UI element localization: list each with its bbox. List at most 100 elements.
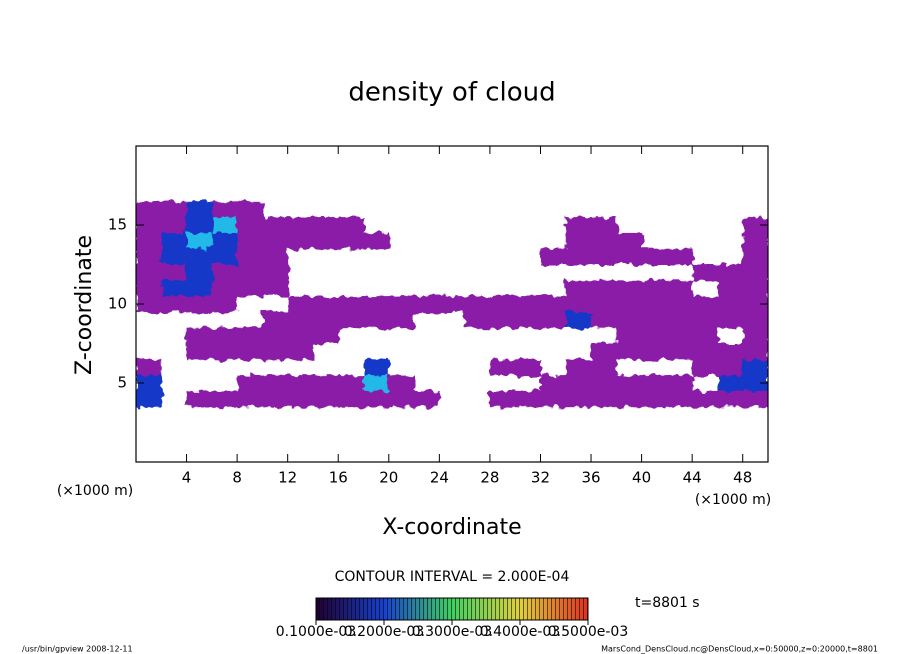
contour-cell: [262, 217, 289, 234]
contour-cell: [666, 343, 693, 360]
colorbar-tick-label: 0.5000e-03: [548, 624, 628, 640]
contour-cell: [565, 217, 592, 234]
x-tick-label: 4: [182, 469, 192, 487]
contour-cell: [338, 201, 364, 217]
contour-cell: [717, 280, 744, 297]
x-tick-label: 44: [683, 469, 702, 487]
contour-cell: [262, 296, 288, 312]
contour-cell: [161, 201, 188, 218]
footer-right: MarsCond_DensCloud.nc@DensCloud,x=0:5000…: [601, 645, 878, 654]
x-tick-label: 48: [733, 469, 752, 487]
contour-cell: [465, 375, 491, 391]
contour-cell: [616, 343, 643, 360]
contour-cell: [641, 311, 668, 329]
contour-cell: [439, 328, 465, 344]
contour-cell: [465, 217, 491, 233]
contour-cell: [742, 248, 768, 265]
contour-cell: [489, 311, 516, 329]
x-tick-label: 28: [480, 469, 499, 487]
contour-cell: [237, 390, 263, 408]
contour-cell: [187, 312, 213, 328]
contour-cell: [515, 296, 541, 313]
contour-cell: [211, 327, 238, 344]
contour-cell: [211, 264, 238, 281]
contour-cell: [742, 311, 768, 329]
contour-cell: [389, 359, 415, 375]
contour-cell: [515, 359, 541, 376]
contour-cell: [666, 311, 693, 329]
contour-cell: [186, 248, 213, 265]
contour-cell: [313, 265, 339, 281]
contour-cell: [591, 248, 617, 265]
contour-cell: [312, 296, 339, 313]
contour-cell: [414, 328, 440, 344]
contour-cell: [211, 232, 238, 250]
contour-cell: [414, 344, 440, 360]
contour-cell: [565, 375, 592, 392]
contour-cell: [312, 311, 339, 329]
contour-cell: [287, 375, 314, 392]
contour-cell: [136, 201, 162, 218]
colorbar-tick-label: 0.2000e-03: [344, 624, 424, 640]
contour-cell: [338, 328, 364, 344]
contour-cell: [692, 296, 718, 313]
contour-cell: [540, 359, 566, 375]
contour-cell: [388, 296, 415, 313]
contour-cell: [465, 391, 491, 407]
contour-cell: [616, 232, 643, 250]
contour-cell: [591, 359, 617, 376]
contour-cell: [186, 217, 213, 234]
contour-cell: [262, 311, 289, 329]
contour-cell: [439, 265, 465, 281]
contour-cell: [237, 217, 263, 234]
contour-cell: [237, 264, 263, 281]
contour-cell: [490, 249, 516, 265]
contour-cell: [515, 344, 541, 360]
contour-cell: [489, 296, 516, 313]
contour-cell: [540, 328, 566, 344]
contour-cell: [161, 232, 188, 250]
contour-cell: [490, 201, 516, 217]
contour-cell: [641, 390, 668, 408]
y-unit: (×1000 m): [57, 483, 133, 499]
contour-cell: [262, 232, 289, 250]
contour-cell: [439, 249, 465, 265]
contour-cell: [313, 344, 339, 360]
contour-cell: [288, 359, 314, 375]
x-tick-label: 32: [531, 469, 550, 487]
contour-interval: CONTOUR INTERVAL = 2.000E-04: [335, 569, 570, 585]
contour-cell: [591, 201, 617, 217]
contour-cell: [742, 375, 768, 392]
contour-cell: [414, 375, 440, 391]
contour-cell: [742, 390, 768, 408]
contour-cell: [338, 296, 365, 313]
contour-cell: [666, 248, 693, 265]
contour-cell: [364, 249, 390, 265]
contour-cell: [313, 280, 339, 296]
contour-cell: [540, 280, 566, 296]
contour-cell: [237, 248, 263, 265]
contour-cell: [186, 232, 213, 250]
contour-cell: [414, 201, 440, 217]
time-label: t=8801 s: [635, 595, 700, 611]
contour-cell: [439, 233, 465, 249]
contour-cell: [186, 296, 213, 313]
contour-cell: [237, 232, 263, 250]
footer-left: /usr/bin/gpview 2008-12-11: [22, 645, 133, 654]
contour-cell: [666, 327, 693, 344]
contour-cell: [642, 217, 668, 233]
contour-cell: [642, 201, 668, 217]
contour-cell: [540, 265, 566, 281]
contour-cell: [692, 280, 718, 296]
contour-cell: [667, 201, 693, 217]
contour-cell: [566, 201, 592, 217]
contour-cell: [312, 390, 339, 408]
contour-cell: [490, 344, 516, 360]
contour-cell: [515, 265, 541, 281]
contour-cell: [439, 201, 465, 217]
contour-cell: [591, 328, 617, 344]
contour-cell: [465, 265, 491, 281]
contour-cell: [161, 375, 187, 391]
contour-cell: [262, 343, 289, 360]
contour-cell: [262, 327, 289, 344]
